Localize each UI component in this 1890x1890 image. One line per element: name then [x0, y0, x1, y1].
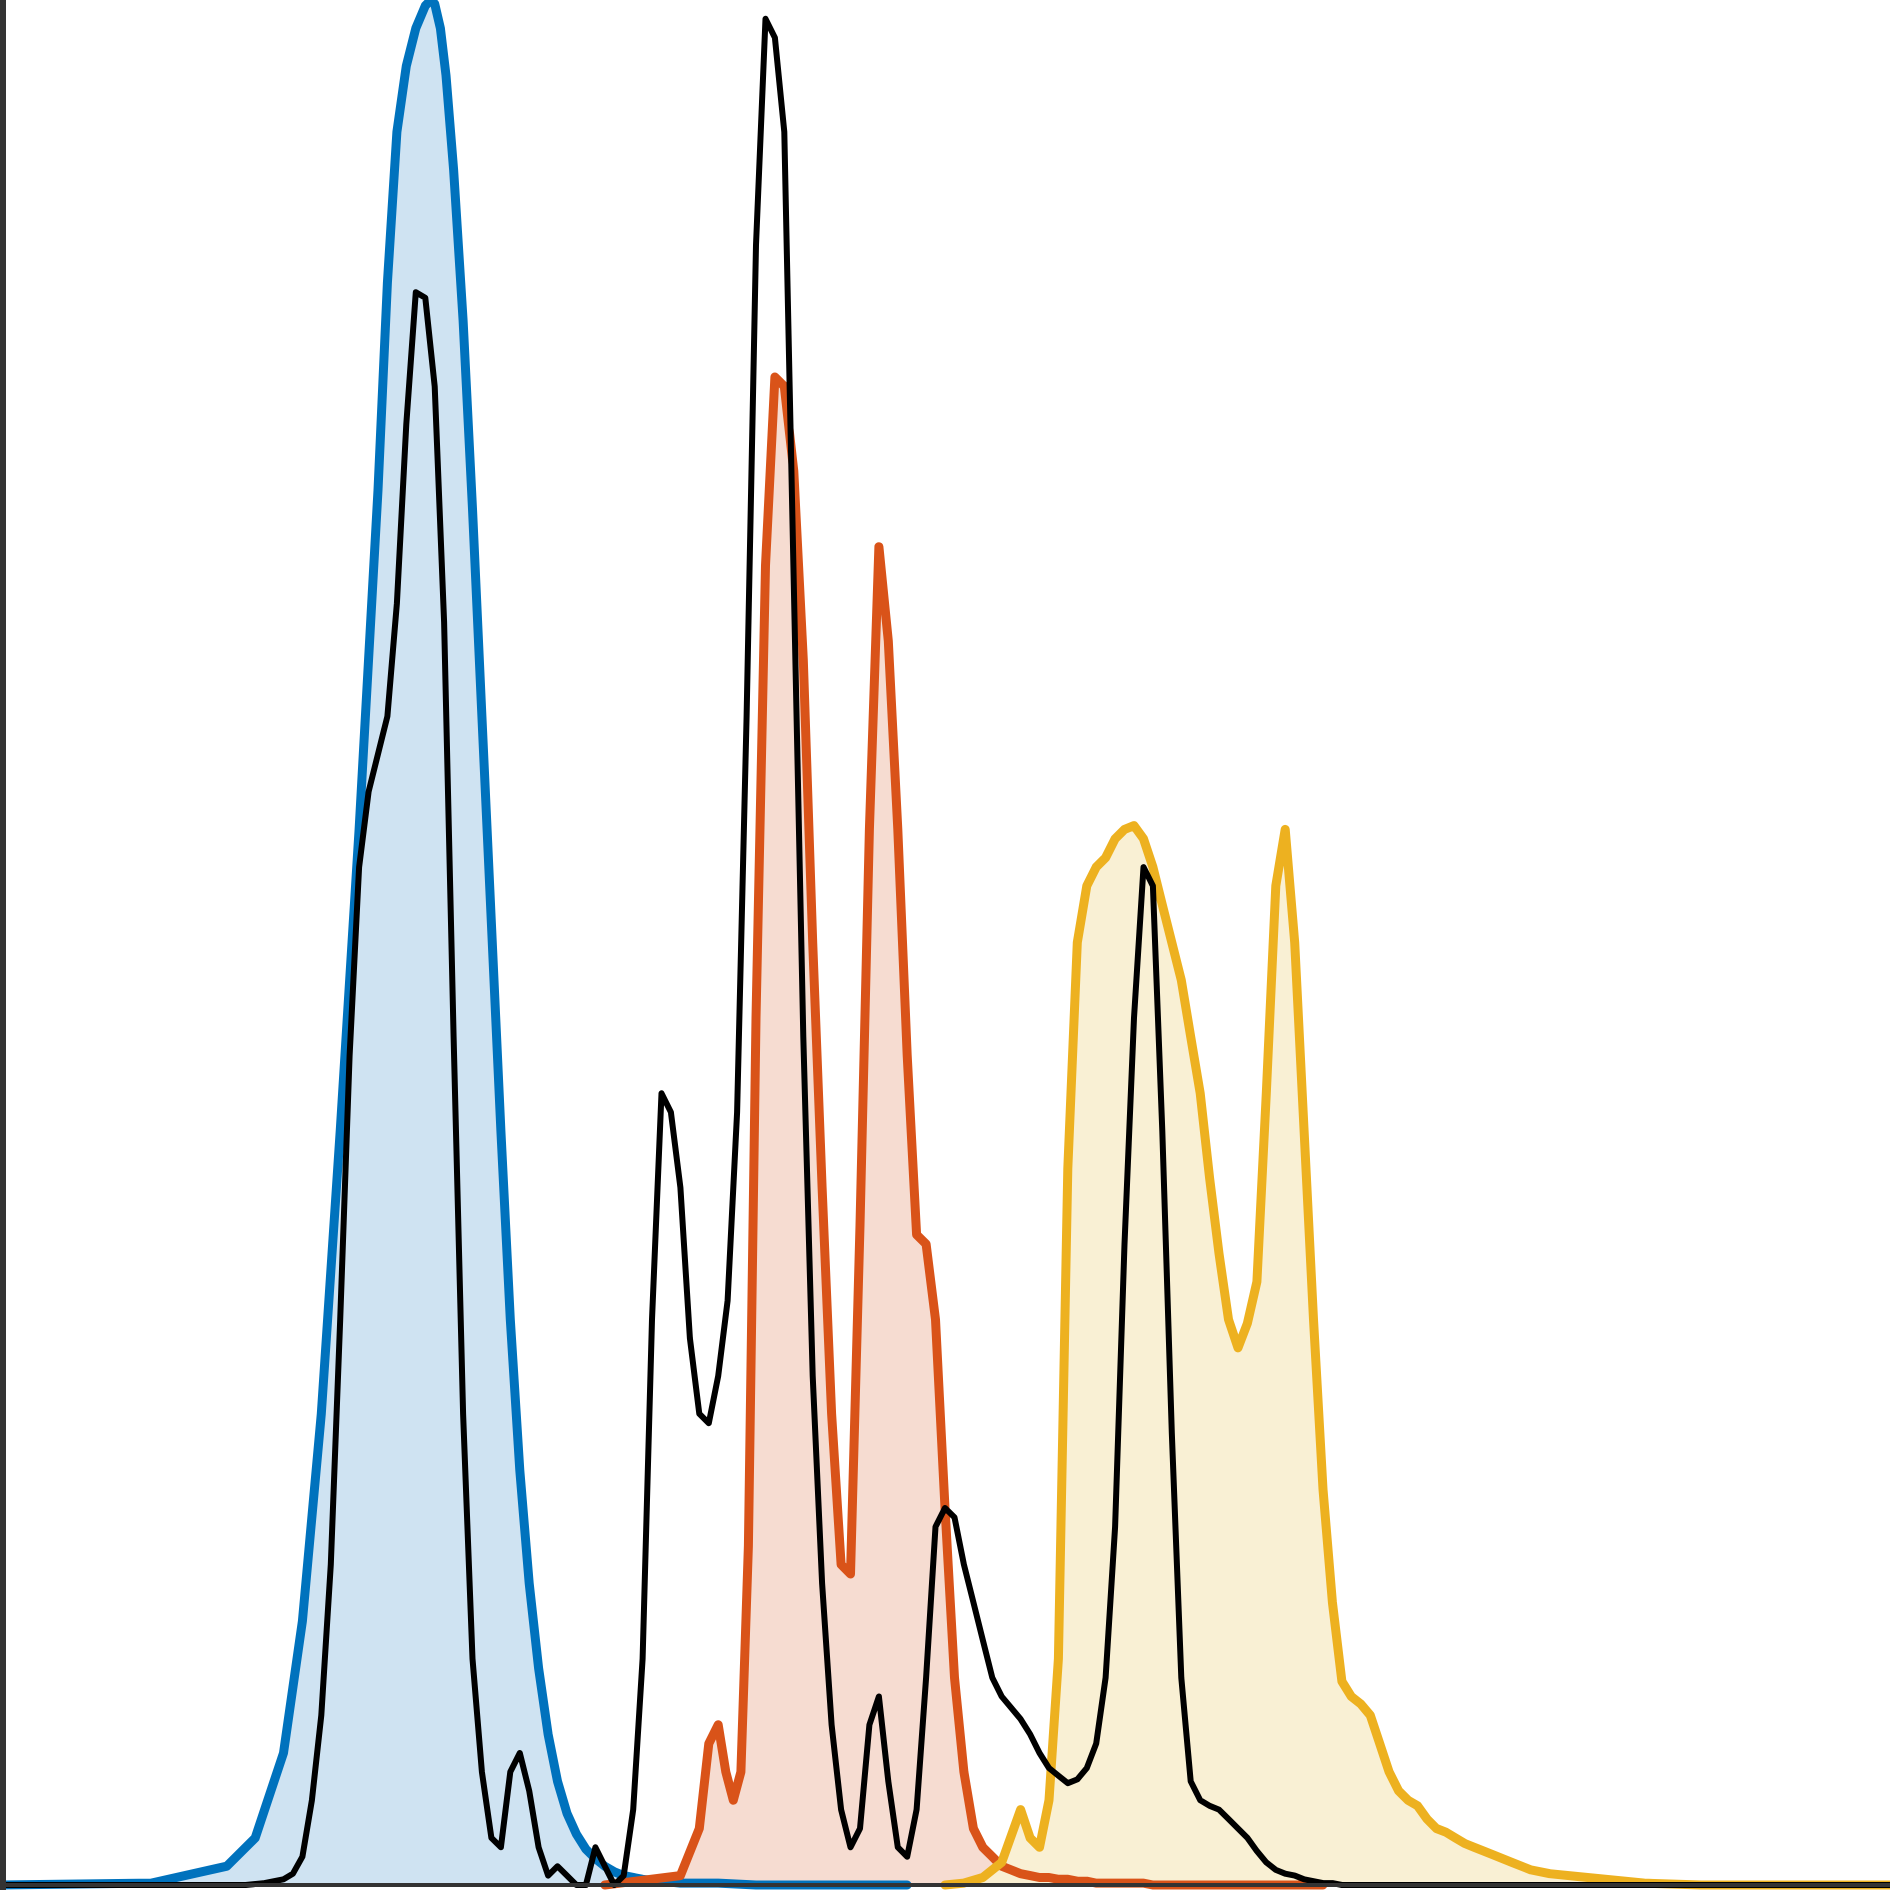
series-3-area [945, 825, 1890, 1885]
series-1-line [0, 0, 912, 1890]
series-2-area [604, 377, 1323, 1885]
series-3-line [940, 821, 1890, 1890]
